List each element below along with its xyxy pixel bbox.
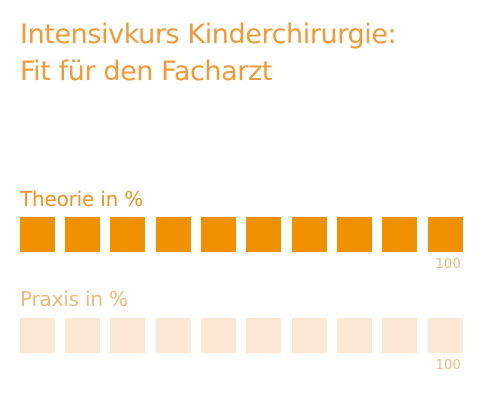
score-square	[428, 217, 463, 252]
score-square	[65, 318, 100, 353]
score-square	[337, 318, 372, 353]
practice-label: Praxis in %	[20, 287, 128, 311]
score-square	[20, 318, 55, 353]
score-square	[110, 217, 145, 252]
course-title-line-2: Fit für den Facharzt	[20, 56, 272, 87]
score-square	[428, 318, 463, 353]
score-square	[110, 318, 145, 353]
score-square	[246, 217, 281, 252]
score-square	[382, 318, 417, 353]
score-square	[20, 217, 55, 252]
score-square	[65, 217, 100, 252]
score-square	[292, 217, 327, 252]
practice-max-label: 100	[435, 358, 461, 373]
score-square	[156, 318, 191, 353]
practice-score-bar	[20, 318, 465, 353]
course-title-line-1: Intensivkurs Kinderchirurgie:	[20, 19, 397, 50]
course-title: Intensivkurs Kinderchirurgie: Fit für de…	[20, 16, 397, 90]
score-square	[201, 217, 236, 252]
theory-score-bar	[20, 217, 465, 252]
theory-max-label: 100	[435, 257, 461, 272]
score-square	[246, 318, 281, 353]
score-square	[292, 318, 327, 353]
score-square	[337, 217, 372, 252]
score-square	[201, 318, 236, 353]
score-square	[382, 217, 417, 252]
theory-label: Theorie in %	[20, 187, 144, 211]
score-square	[156, 217, 191, 252]
